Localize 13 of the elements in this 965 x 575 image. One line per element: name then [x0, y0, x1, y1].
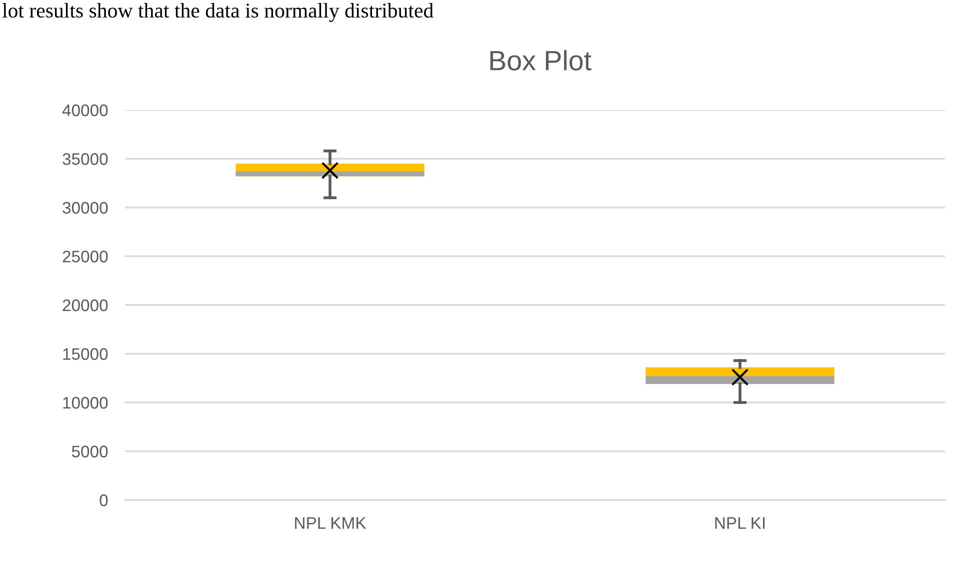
y-tick-label: 40000 [62, 104, 108, 116]
y-tick-label: 5000 [72, 446, 108, 458]
y-tick-label: 15000 [63, 348, 108, 360]
y-tick-label: 10000 [63, 396, 108, 409]
text: lot results show that the data is normally distributed [2, 3, 434, 22]
y-tick-label: 20000 [62, 299, 108, 312]
y-tick-label: 30000 [62, 202, 108, 214]
y-tick-label: 35000 [62, 153, 108, 165]
y-tick-label: 25000 [62, 250, 108, 262]
x-tick-label: NPL KI [715, 517, 765, 529]
chart-title: Box Plot [490, 50, 592, 70]
x-tick-label: NPL KMK [295, 517, 366, 529]
y-tick-label: 0 [100, 494, 108, 506]
